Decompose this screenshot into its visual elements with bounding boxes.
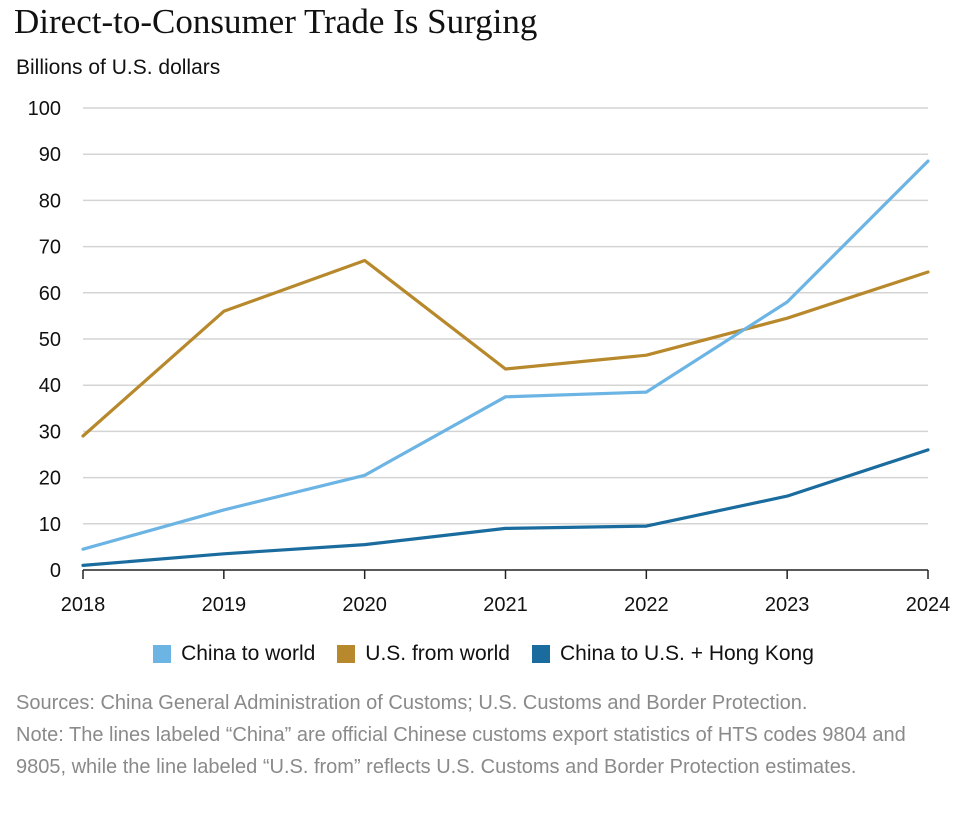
- x-tick-label: 2019: [202, 594, 247, 616]
- y-tick-label: 50: [39, 329, 61, 351]
- x-tick-label: 2024: [906, 594, 951, 616]
- y-tick-label: 30: [39, 421, 61, 443]
- y-tick-label: 100: [28, 98, 61, 120]
- legend: China to world U.S. from world China to …: [0, 642, 967, 666]
- series-line-u-s-from-world: [81, 258, 930, 438]
- y-tick-label: 90: [39, 144, 61, 166]
- legend-swatch-us-from-world: [337, 645, 356, 663]
- x-tick-label: 2022: [624, 594, 669, 616]
- gridlines: [83, 107, 928, 571]
- source-notes: Sources: China General Administration of…: [16, 687, 956, 783]
- legend-label-china-to-us-hk: China to U.S. + Hong Kong: [560, 642, 814, 665]
- y-axis-ticks: 0 10 20 30 40 50 60 70 80 90 100: [28, 98, 61, 582]
- y-tick-label: 40: [39, 375, 61, 397]
- legend-item-china-to-us-hk: China to U.S. + Hong Kong: [532, 642, 814, 666]
- legend-label-us-from-world: U.S. from world: [365, 642, 510, 665]
- chart-title: Direct-to-Consumer Trade Is Surging: [14, 2, 538, 41]
- legend-swatch-china-to-us-hk: [532, 645, 550, 663]
- y-tick-label: 60: [39, 283, 61, 305]
- x-tick-label: 2021: [483, 594, 528, 616]
- series-line-china-to-world: [81, 159, 930, 551]
- legend-item-us-from-world: U.S. from world: [337, 642, 510, 666]
- legend-item-china-to-world: China to world: [153, 642, 315, 666]
- series-line-china-to-u-s-hong-kong: [81, 448, 930, 568]
- series-lines: [81, 159, 930, 568]
- y-tick-label: 80: [39, 190, 61, 212]
- legend-swatch-china-to-world: [153, 645, 172, 663]
- x-axis-ticks: 2018 2019 2020 2021 2022 2023 2024: [61, 570, 951, 616]
- note-text: Note: The lines labeled “China” are offi…: [16, 724, 906, 778]
- y-axis-unit-label: Billions of U.S. dollars: [16, 56, 221, 79]
- legend-label-china-to-world: China to world: [181, 642, 316, 665]
- x-tick-label: 2023: [765, 594, 810, 616]
- x-tick-label: 2020: [342, 594, 387, 616]
- y-tick-label: 10: [39, 514, 61, 536]
- x-tick-label: 2018: [61, 594, 106, 616]
- y-tick-label: 70: [39, 237, 61, 259]
- sources-text: Sources: China General Administration of…: [16, 692, 808, 714]
- y-tick-label: 0: [50, 560, 61, 582]
- y-tick-label: 20: [39, 468, 61, 490]
